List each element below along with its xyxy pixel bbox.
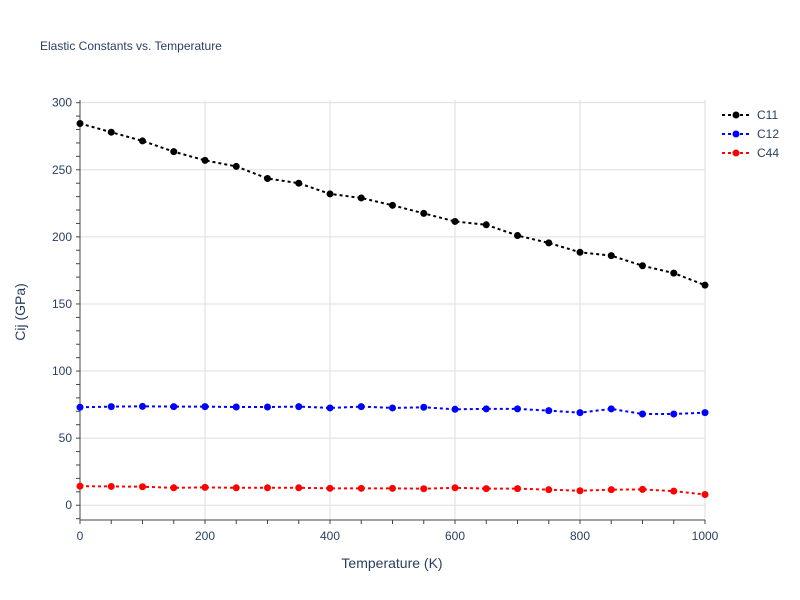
legend-marker-c11 [732, 111, 740, 119]
data-point-c11 [139, 137, 146, 145]
data-point-c12 [170, 403, 178, 411]
data-point-c12 [76, 403, 84, 411]
data-point-c11 [326, 190, 334, 198]
y-tick-label: 200 [52, 230, 72, 244]
data-point-c11 [420, 209, 428, 217]
data-point-c12 [701, 409, 709, 417]
y-tick-label: 0 [65, 498, 72, 512]
x-tick-label: 600 [445, 529, 465, 543]
data-point-c12 [264, 403, 271, 411]
gridlines [80, 100, 706, 520]
legend[interactable]: C11 C12 C44 [722, 108, 779, 160]
data-point-c11 [107, 128, 115, 136]
y-tick-label: 250 [52, 163, 72, 177]
x-tick-label: 400 [320, 529, 340, 543]
series-c12 [76, 402, 709, 418]
y-tick-label: 100 [52, 364, 72, 378]
data-point-c11 [701, 281, 709, 289]
data-point-c44 [420, 485, 428, 493]
data-point-c11 [607, 252, 615, 260]
data-point-c11 [514, 232, 521, 240]
y-axis-title: Cij (GPa) [12, 283, 28, 341]
data-point-c12 [607, 405, 615, 413]
data-point-c12 [139, 402, 146, 410]
series-line-c11 [79, 122, 706, 287]
data-point-c11 [357, 194, 365, 202]
series-c44 [76, 482, 709, 499]
y-tick-label: 150 [52, 297, 72, 311]
data-point-c12 [357, 403, 365, 411]
y-tick-label: 300 [52, 96, 72, 110]
x-tick-label: 800 [570, 529, 590, 543]
legend-item-c11[interactable]: C11 [722, 108, 778, 122]
data-point-c12 [107, 403, 115, 411]
data-point-c44 [264, 484, 271, 492]
x-tick-label: 1000 [692, 529, 719, 543]
data-point-c12 [451, 405, 459, 413]
data-point-c44 [389, 484, 396, 492]
data-point-c44 [451, 484, 459, 492]
data-point-c44 [576, 487, 584, 495]
data-point-c12 [420, 403, 428, 411]
data-point-c11 [482, 221, 490, 229]
data-point-c11 [76, 119, 84, 127]
data-point-c11 [451, 217, 459, 225]
data-point-c11 [639, 262, 646, 270]
data-point-c11 [201, 156, 209, 164]
data-point-c44 [170, 484, 178, 492]
data-point-c44 [701, 491, 709, 499]
data-point-c11 [170, 148, 178, 156]
data-point-c44 [357, 484, 365, 492]
data-point-c44 [232, 484, 240, 492]
data-point-c12 [576, 409, 584, 417]
data-point-c11 [545, 239, 553, 247]
axes: 0 200 400 600 800 1000 0 50 100 150 200 250 300 [52, 96, 719, 543]
data-point-c12 [639, 410, 646, 418]
data-point-c44 [107, 482, 115, 490]
chart-title: Elastic Constants vs. Temperature [40, 39, 222, 53]
data-point-c12 [670, 410, 678, 418]
data-point-c12 [545, 407, 553, 415]
data-point-c11 [670, 269, 678, 277]
data-point-c44 [639, 485, 646, 493]
legend-label-c44: C44 [757, 146, 779, 160]
data-point-c12 [389, 404, 396, 412]
x-tick-label: 200 [195, 529, 215, 543]
x-axis-title: Temperature (K) [341, 555, 442, 571]
data-point-c44 [139, 483, 146, 491]
data-point-c11 [295, 179, 303, 187]
series-c11 [76, 119, 709, 289]
data-point-c44 [514, 485, 521, 493]
data-point-c11 [576, 248, 584, 256]
data-point-c44 [76, 482, 84, 490]
data-point-c12 [482, 405, 490, 413]
data-point-c44 [482, 485, 490, 493]
legend-item-c44[interactable]: C44 [722, 146, 779, 160]
legend-label-c12: C12 [757, 127, 779, 141]
data-point-c44 [670, 487, 678, 495]
x-tick-label: 0 [77, 529, 84, 543]
data-point-c12 [232, 403, 240, 411]
data-point-c44 [201, 483, 209, 491]
legend-label-c11: C11 [757, 108, 778, 122]
data-point-c12 [295, 403, 303, 411]
data-point-c12 [201, 403, 209, 411]
legend-marker-c12 [732, 130, 740, 138]
series-layer [76, 119, 709, 499]
data-point-c12 [326, 404, 334, 412]
legend-marker-c44 [732, 149, 740, 157]
data-point-c44 [607, 486, 615, 494]
data-point-c12 [514, 405, 521, 413]
data-point-c44 [295, 484, 303, 492]
legend-item-c12[interactable]: C12 [722, 127, 779, 141]
data-point-c44 [545, 486, 553, 494]
y-tick-label: 50 [59, 431, 73, 445]
data-point-c11 [264, 174, 271, 182]
data-point-c11 [389, 201, 396, 209]
data-point-c11 [232, 162, 240, 170]
data-point-c44 [326, 484, 334, 492]
